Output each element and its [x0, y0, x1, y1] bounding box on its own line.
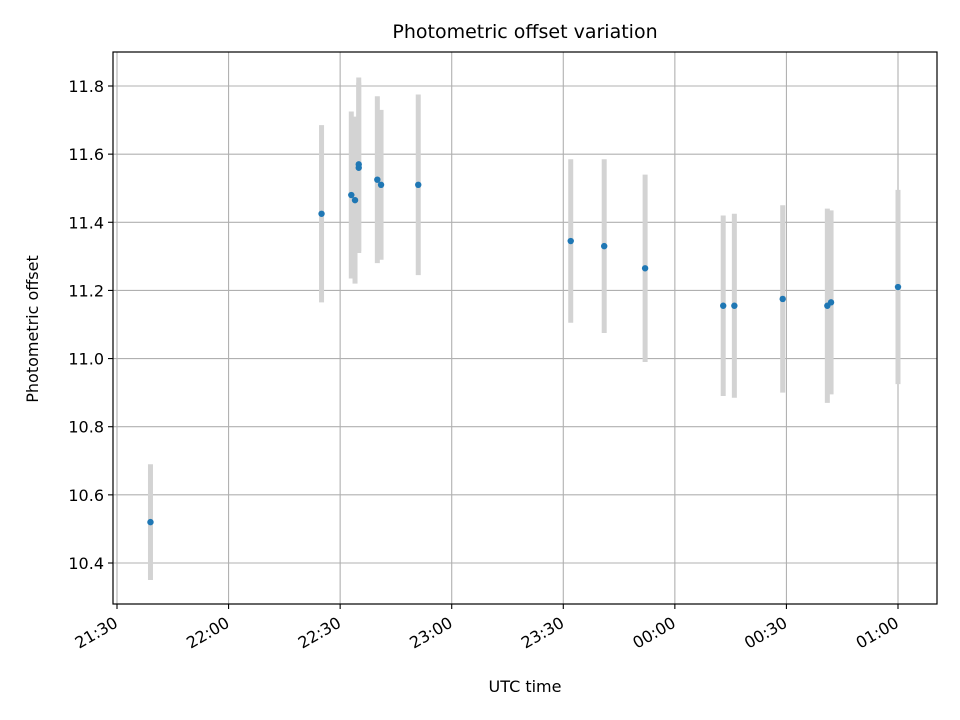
x-axis-ticks: 21:30 22:00 22:30 23:00 23:30 00:00 00:30 01:00: [72, 604, 902, 653]
data-point: [600, 242, 608, 250]
y-tick-label: 10.4: [68, 554, 104, 573]
x-axis-label: UTC time: [489, 677, 562, 696]
y-tick-label: 11.8: [68, 77, 104, 96]
y-tick-label: 11.2: [68, 281, 104, 300]
data-point: [377, 181, 385, 189]
y-tick-label: 11.0: [68, 350, 104, 369]
data-point: [351, 196, 359, 204]
x-tick-label: 00:30: [741, 613, 790, 653]
data-point: [567, 237, 574, 245]
data-point: [415, 181, 422, 189]
data-point: [355, 164, 362, 171]
y-tick-label: 11.4: [68, 213, 104, 232]
data-point: [348, 191, 355, 199]
x-tick-label: 01:00: [853, 613, 902, 653]
data-point: [374, 176, 381, 183]
error-bars: [147, 77, 901, 581]
grid-lines: [113, 52, 937, 604]
y-tick-label: 11.6: [68, 145, 104, 164]
x-tick-label: 21:30: [72, 613, 121, 653]
data-point: [894, 283, 902, 291]
x-tick-label: 00:00: [629, 613, 678, 653]
y-tick-label: 10.8: [68, 418, 104, 437]
data-point: [147, 518, 154, 526]
data-point: [827, 299, 835, 306]
data-points: [147, 161, 902, 526]
y-tick-label: 10.6: [68, 486, 104, 505]
data-point: [779, 295, 786, 303]
x-tick-label: 22:30: [295, 613, 344, 653]
x-tick-label: 23:00: [406, 613, 455, 653]
data-point: [731, 302, 738, 309]
y-axis-label: Photometric offset: [23, 255, 42, 403]
data-point: [318, 210, 325, 217]
chart-title: Photometric offset variation: [392, 21, 657, 43]
plot-frame: [112, 51, 938, 605]
data-point: [641, 265, 649, 272]
x-tick-label: 22:00: [183, 613, 232, 653]
x-tick-label: 23:30: [518, 613, 567, 653]
y-axis-ticks: 10.4 10.6 10.8 11.0 11.2 11.4 11.6 11.8: [68, 77, 113, 573]
data-point: [720, 302, 727, 309]
